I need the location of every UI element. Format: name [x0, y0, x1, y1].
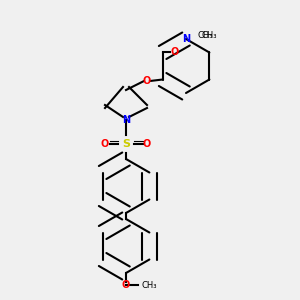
Text: N: N	[182, 34, 190, 44]
Text: O: O	[101, 139, 109, 149]
Text: O: O	[143, 76, 151, 86]
Text: CH₃: CH₃	[202, 32, 217, 40]
Text: CH₃: CH₃	[198, 32, 214, 40]
Text: N: N	[122, 115, 130, 125]
Text: S: S	[122, 139, 130, 149]
Text: O: O	[170, 47, 179, 58]
Text: CH₃: CH₃	[141, 280, 157, 290]
Text: O: O	[143, 139, 151, 149]
Text: O: O	[122, 280, 130, 290]
